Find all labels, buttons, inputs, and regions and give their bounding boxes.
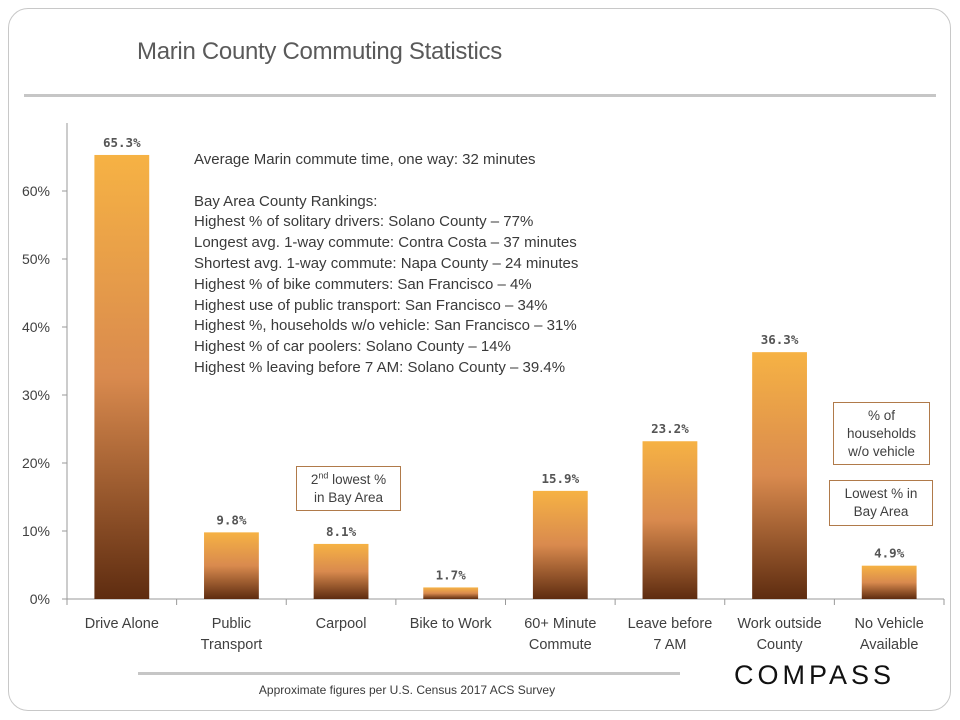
- bar: [532, 490, 588, 599]
- ranking-item: Highest %, households w/o vehicle: San F…: [194, 317, 577, 335]
- category-label: 60+ Minute: [524, 616, 596, 632]
- data-label: 4.9%: [874, 546, 905, 561]
- households-callout-line2: households: [846, 426, 917, 441]
- category-label: Transport: [201, 637, 263, 653]
- avg-commute-note: Average Marin commute time, one way: 32 …: [194, 151, 536, 168]
- bar: [204, 532, 259, 599]
- data-label: 23.2%: [651, 421, 689, 436]
- bar: [423, 587, 479, 599]
- lowest-callout: Lowest % in Bay Area: [829, 480, 933, 526]
- bar: [861, 565, 917, 599]
- compass-logo: COMPASS: [734, 660, 896, 690]
- data-label: 65.3%: [103, 135, 141, 150]
- ranking-item: Highest % leaving before 7 AM: Solano Co…: [194, 358, 566, 376]
- y-tick-label: 10%: [22, 523, 50, 539]
- households-callout: % of households w/o vehicle: [833, 402, 930, 465]
- rankings-heading: Bay Area County Rankings:: [194, 192, 378, 210]
- y-tick-label: 20%: [22, 455, 50, 471]
- ranking-item: Highest use of public transport: San Fra…: [194, 296, 548, 314]
- chart-title: Marin County Commuting Statistics: [137, 38, 502, 65]
- ranking-item: Highest % of bike commuters: San Francis…: [194, 275, 532, 293]
- category-label: County: [757, 637, 804, 653]
- households-callout-line1: % of: [867, 408, 895, 423]
- y-tick-label: 30%: [22, 387, 50, 403]
- ranking-item: Highest % of car poolers: Solano County …: [194, 338, 511, 356]
- bar: [313, 543, 369, 599]
- ranking-item: Highest % of solitary drivers: Solano Co…: [194, 213, 534, 231]
- chart-labels: 65.3% Drive Alone 9.8% Public Transport 8.1% C…: [85, 135, 924, 653]
- data-label: 1.7%: [436, 567, 467, 582]
- category-label: Leave before: [628, 616, 713, 632]
- category-label: Drive Alone: [85, 616, 159, 632]
- y-tick-label: 0%: [30, 591, 50, 607]
- notes-spacer: [194, 171, 578, 192]
- bar: [94, 154, 150, 599]
- category-label: No Vehicle: [855, 616, 924, 632]
- bar: [752, 352, 807, 599]
- category-label: Public: [212, 616, 252, 632]
- title-divider: [24, 94, 936, 97]
- households-callout-line3: w/o vehicle: [848, 444, 915, 459]
- ranking-item: Longest avg. 1-way commute: Contra Costa…: [194, 234, 577, 252]
- y-tick-label: 40%: [22, 319, 50, 335]
- footer-divider: [138, 672, 680, 675]
- carpool-callout-line1: lowest %: [332, 472, 387, 487]
- category-label: Commute: [529, 637, 592, 653]
- category-label: Work outside: [737, 616, 821, 632]
- carpool-callout: 2nd lowest % in Bay Area: [296, 466, 401, 511]
- data-label: 36.3%: [761, 332, 799, 347]
- category-label: 7 AM: [653, 637, 686, 653]
- carpool-rank: 2: [310, 472, 319, 487]
- ranking-item: Shortest avg. 1-way commute: Napa County…: [194, 254, 579, 272]
- chart-bars: [94, 154, 917, 599]
- lowest-callout-line1: Lowest % in: [844, 486, 918, 501]
- data-label: 9.8%: [216, 512, 247, 527]
- category-label: Available: [860, 637, 919, 653]
- y-tick-label: 50%: [22, 251, 50, 267]
- category-label: Bike to Work: [410, 616, 493, 632]
- stats-notes: Average Marin commute time, one way: 32 …: [194, 150, 578, 379]
- lowest-callout-line2: Bay Area: [853, 504, 909, 519]
- carpool-callout-line2: in Bay Area: [313, 490, 384, 505]
- data-label: 8.1%: [326, 524, 357, 539]
- data-label: 15.9%: [541, 471, 579, 486]
- bar: [642, 441, 698, 599]
- y-tick-label: 60%: [22, 183, 50, 199]
- carpool-rank-suffix: nd: [318, 470, 329, 481]
- category-label: Carpool: [316, 616, 367, 632]
- source-footnote: Approximate figures per U.S. Census 2017…: [258, 683, 556, 697]
